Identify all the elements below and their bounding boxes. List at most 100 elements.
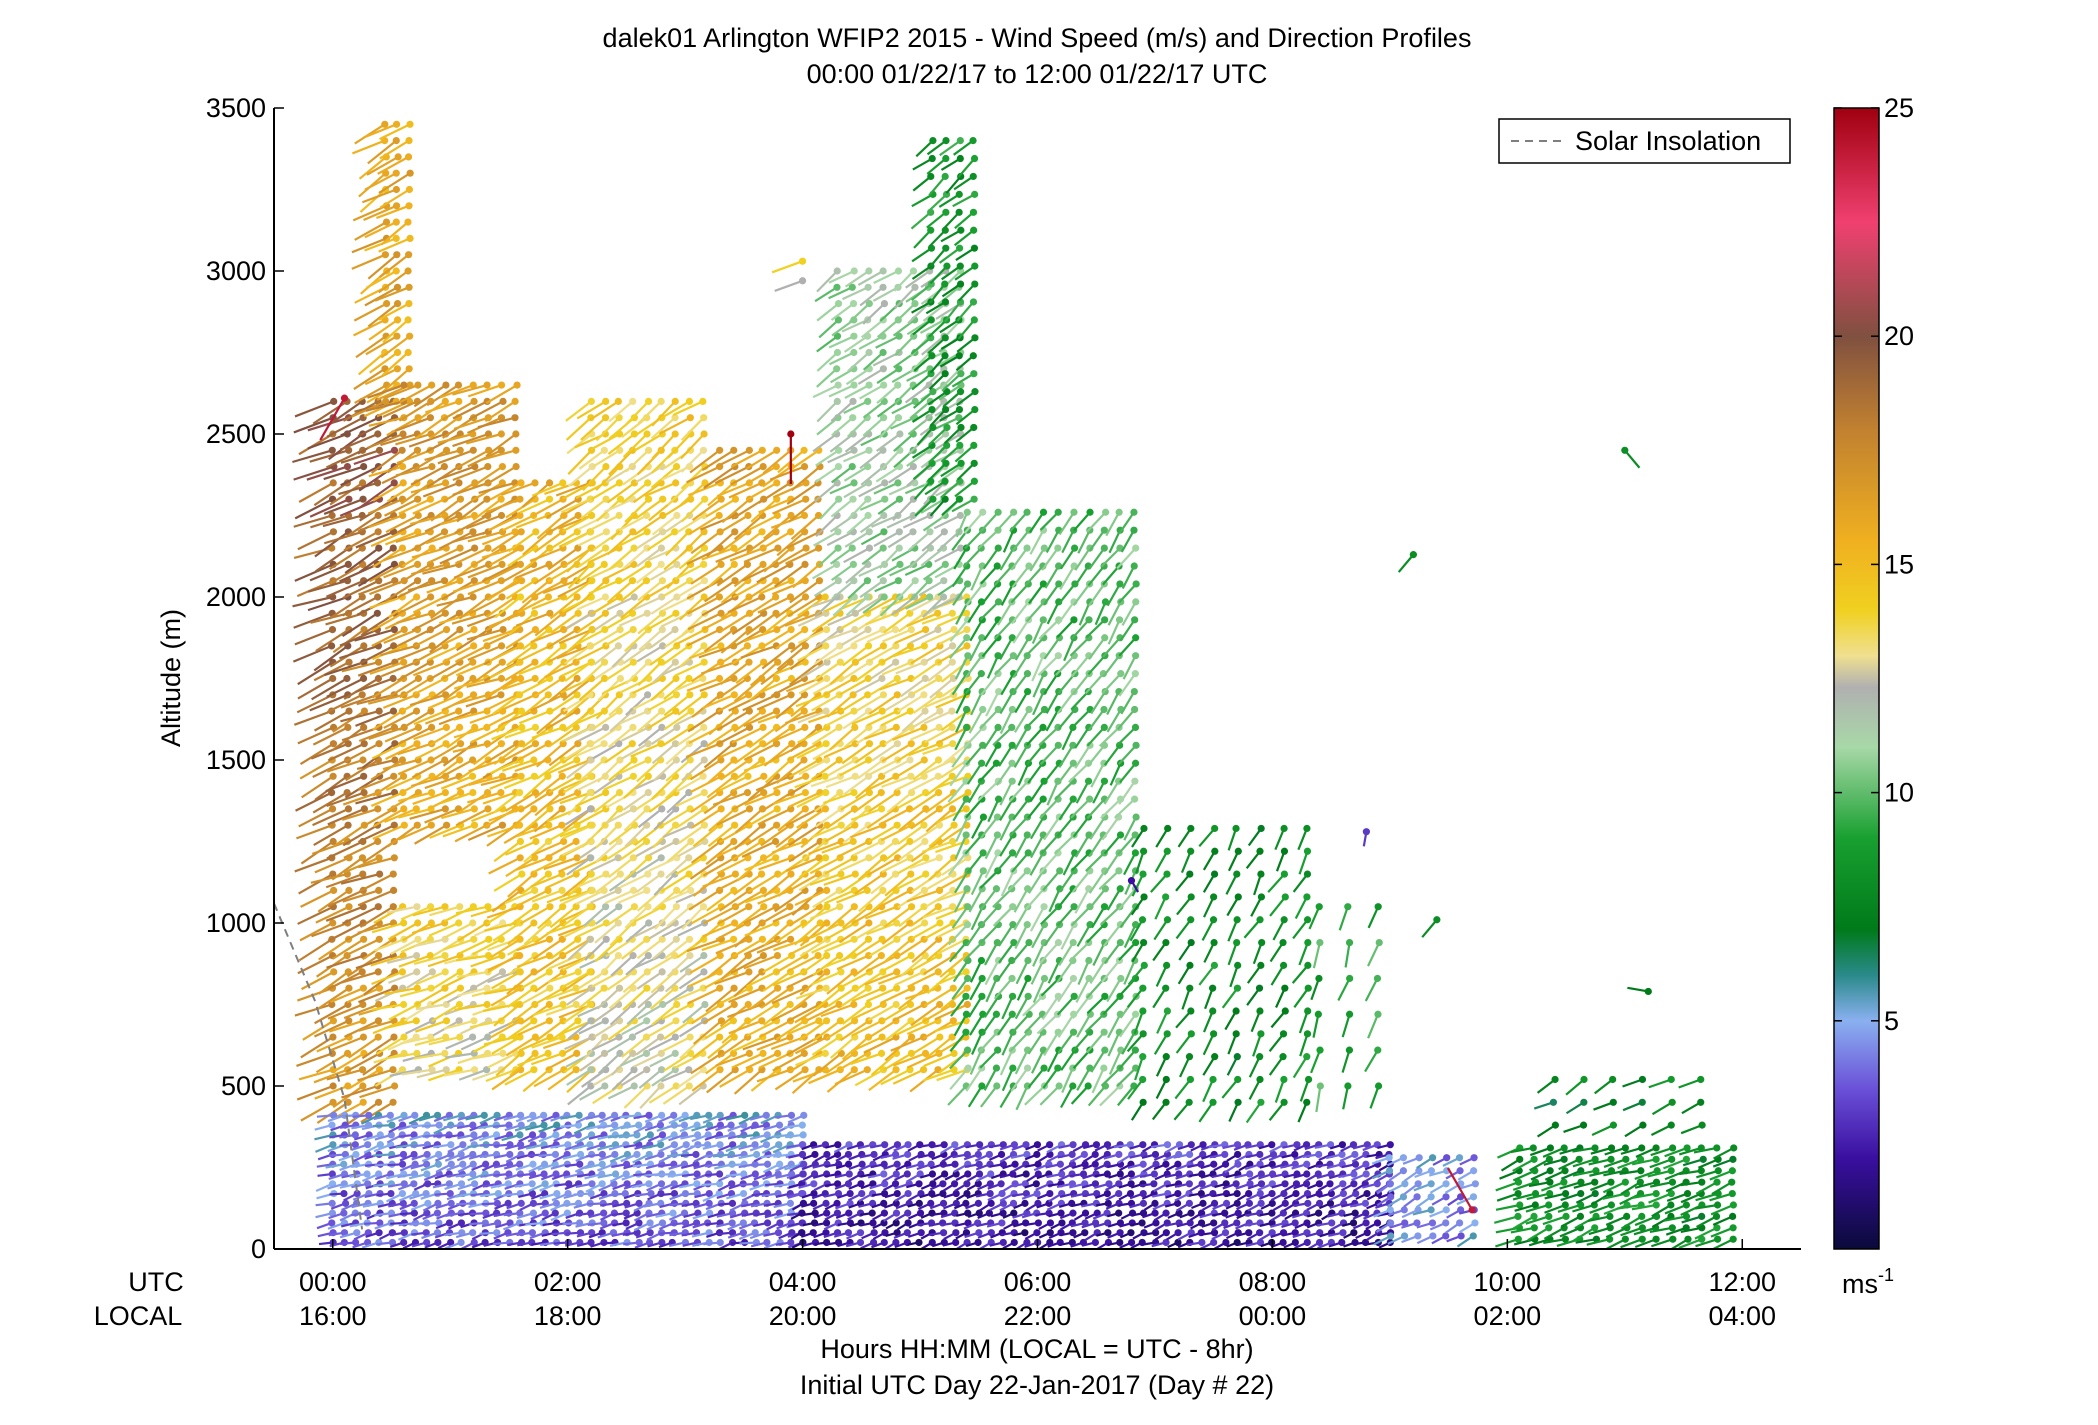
wind-barb-dot xyxy=(823,1017,831,1025)
wind-barb xyxy=(341,903,382,925)
wind-barb-shaft xyxy=(346,987,380,1004)
wind-barb-dot xyxy=(586,789,594,797)
wind-barb-dot xyxy=(823,952,831,960)
wind-barb xyxy=(381,348,412,377)
wind-barb-dot xyxy=(774,544,782,552)
wind-barb-dot xyxy=(428,381,436,389)
wind-barb-dot xyxy=(530,756,538,764)
wind-barb-dot xyxy=(837,870,845,878)
wind-barb xyxy=(364,365,402,386)
wind-barb-dot xyxy=(801,723,809,732)
wind-barb-dot xyxy=(849,837,857,846)
wind-barb-dot xyxy=(483,1000,491,1009)
wind-barb-dot xyxy=(743,789,752,797)
wind-barb-dot xyxy=(574,968,582,976)
wind-barb-shaft xyxy=(371,612,403,632)
wind-barb-dot xyxy=(428,723,436,732)
wind-barb-dot xyxy=(455,1000,464,1009)
wind-barb-shaft xyxy=(327,400,363,427)
wind-barb-dot xyxy=(759,560,767,569)
wind-barb xyxy=(351,137,389,155)
wind-barb xyxy=(374,283,413,302)
wind-barb-dot xyxy=(359,1000,367,1009)
wind-barb-shaft xyxy=(347,1036,379,1059)
wind-barb-dot xyxy=(672,935,680,943)
wind-barb-dot xyxy=(392,218,400,226)
wind-barb-shaft xyxy=(318,971,349,995)
wind-barb-dot xyxy=(531,479,539,487)
wind-barb-dot xyxy=(822,740,830,748)
wind-barb-dot xyxy=(389,1098,397,1106)
wind-barb-dot xyxy=(345,1017,353,1025)
wind-barb-shaft xyxy=(398,710,432,731)
wind-barb-dot xyxy=(701,1000,709,1009)
wind-barb-dot xyxy=(498,560,506,569)
wind-barb-shaft xyxy=(313,824,349,847)
wind-barb-dot xyxy=(345,707,353,715)
wind-barb-dot xyxy=(414,511,422,520)
wind-barb-dot xyxy=(643,609,651,617)
wind-barb-dot xyxy=(574,609,582,617)
wind-barb-dot xyxy=(393,316,402,324)
wind-barb-shaft xyxy=(367,253,398,280)
wind-barb-dot xyxy=(382,397,390,405)
wind-barb-shaft xyxy=(333,1052,365,1073)
wind-barb xyxy=(354,218,391,241)
wind-barb-dot xyxy=(760,903,768,911)
wind-barb-dot xyxy=(498,593,506,601)
wind-barb-dot xyxy=(773,952,782,960)
wind-barb-dot xyxy=(344,560,352,569)
wind-barb-shaft xyxy=(359,873,394,893)
wind-barb-dot xyxy=(393,300,402,308)
wind-barb xyxy=(378,234,414,253)
wind-barb-shaft xyxy=(314,1084,349,1100)
wind-barb xyxy=(398,789,436,803)
wind-barb-dot xyxy=(428,463,436,471)
wind-barb-dot xyxy=(823,756,831,764)
wind-barb-shaft xyxy=(380,335,411,359)
wind-barb-dot xyxy=(700,952,708,960)
wind-barb-dot xyxy=(758,935,767,943)
wind-barb-shaft xyxy=(313,1019,350,1038)
wind-barb-dot xyxy=(374,674,383,683)
wind-barb-dot xyxy=(345,886,353,895)
wind-barb xyxy=(309,446,353,463)
wind-barb xyxy=(315,903,353,924)
wind-barb xyxy=(299,740,338,766)
wind-barb-shaft xyxy=(383,563,418,579)
wind-barb xyxy=(328,1017,367,1033)
wind-barb xyxy=(340,707,383,723)
wind-barb-shaft xyxy=(398,791,432,803)
wind-barb-dot xyxy=(615,479,623,487)
wind-barb xyxy=(359,1082,399,1099)
wind-barb xyxy=(326,691,366,714)
wind-barb xyxy=(364,283,402,307)
wind-barb-shaft xyxy=(333,824,366,847)
wind-barb-dot xyxy=(672,479,680,487)
wind-barb-dot xyxy=(760,772,768,780)
wind-barb-dot xyxy=(412,707,421,715)
wind-barb-dot xyxy=(629,658,637,666)
wind-barb-shaft xyxy=(293,416,334,434)
wind-barb-dot xyxy=(671,626,679,634)
wind-barb-shaft xyxy=(367,384,405,399)
wind-barb-dot xyxy=(470,805,478,813)
wind-barb xyxy=(357,1066,397,1082)
wind-barb xyxy=(357,821,398,843)
wind-barb-shaft xyxy=(331,1101,364,1121)
wind-barb-dot xyxy=(454,381,463,389)
wind-barb-dot xyxy=(800,756,808,764)
wind-barb-dot xyxy=(657,870,665,878)
wind-barb-shaft xyxy=(372,481,404,502)
wind-barb-dot xyxy=(406,332,414,340)
wind-barb-dot xyxy=(390,854,398,862)
wind-barb-dot xyxy=(642,1049,651,1057)
wind-barb-dot xyxy=(801,789,809,797)
wind-barb-dot xyxy=(574,1017,582,1025)
wind-barb-dot xyxy=(440,463,448,471)
wind-barb-dot xyxy=(699,397,707,405)
wind-barb-dot xyxy=(470,397,478,405)
wind-barb-dot xyxy=(456,984,465,992)
wind-barb-dot xyxy=(381,120,389,128)
wind-barb-shaft xyxy=(383,384,419,400)
